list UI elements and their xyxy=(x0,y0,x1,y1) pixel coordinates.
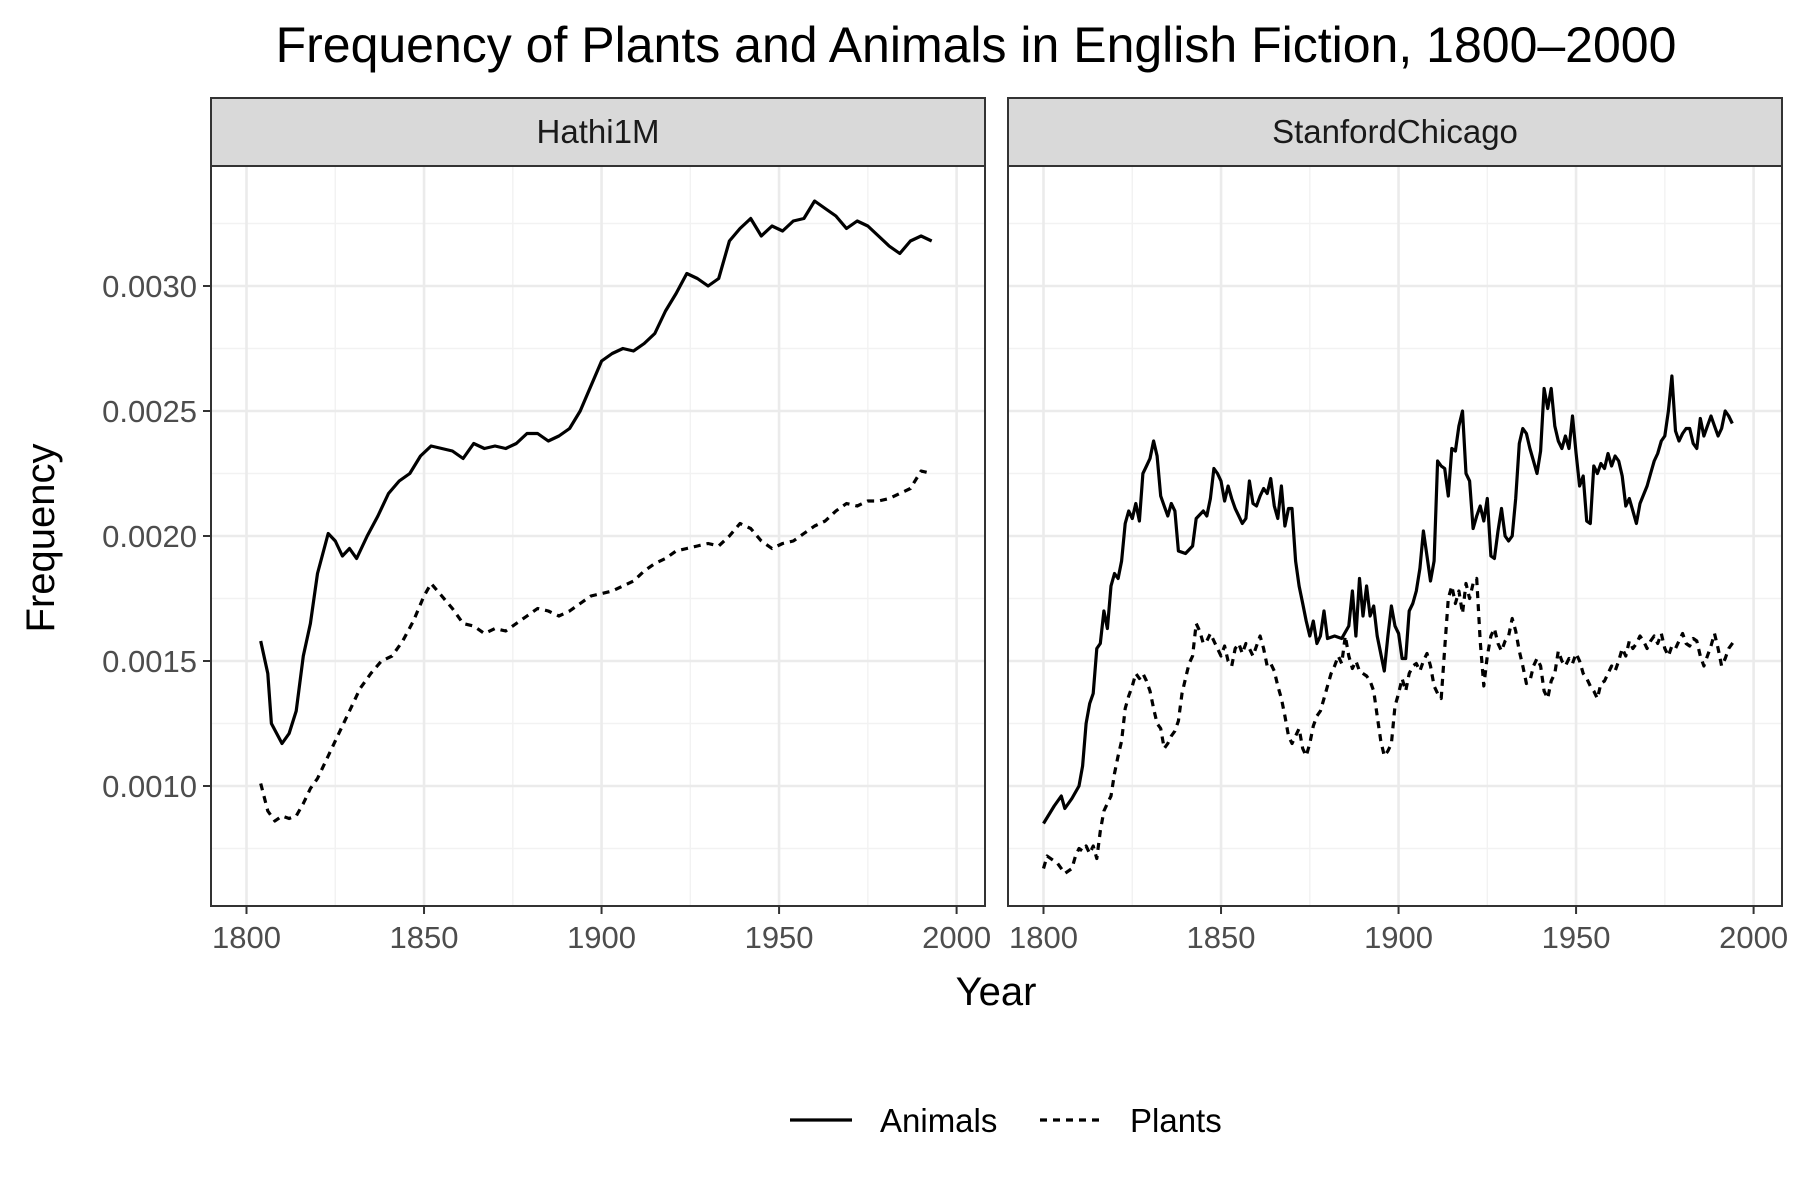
facet-panels: Hathi1M 1800 1850 1900 1950 2000 0.0010 0.0015 0… xyxy=(102,97,1788,955)
panel-hathi1m: Hathi1M 1800 1850 1900 1950 2000 0.0010 0.0015 0… xyxy=(102,97,991,955)
y-tick-label: 0.0020 xyxy=(102,519,197,554)
x-tick-label: 1950 xyxy=(1542,920,1611,955)
panel-stanfordchicago: StanfordChicago 1800 1850 1900 1950 2000 xyxy=(1007,97,1788,955)
series-line-plants-hathi1m xyxy=(259,469,933,823)
legend: Animals Plants xyxy=(790,1102,1222,1139)
x-tick-label: 1800 xyxy=(1009,920,1078,955)
facet-strip-label: StanfordChicago xyxy=(1272,113,1518,150)
series-line-animals-hathi1m xyxy=(259,199,933,746)
x-tick-label: 1850 xyxy=(1187,920,1256,955)
series-line-plants-stanfordchicago xyxy=(1041,576,1738,876)
facet-strip xyxy=(210,97,986,167)
x-axis-title: Year xyxy=(956,970,1037,1014)
x-tick-label: 1900 xyxy=(1364,920,1433,955)
x-tick-label: 1850 xyxy=(390,920,459,955)
y-tick-label: 0.0030 xyxy=(102,269,197,304)
chart-title: Frequency of Plants and Animals in Engli… xyxy=(276,17,1677,73)
legend-item-animals: Animals xyxy=(790,1102,997,1139)
panel-border xyxy=(1007,165,1783,907)
x-tick-label: 1900 xyxy=(567,920,636,955)
gridlines xyxy=(1008,166,1782,906)
y-tick-label: 0.0015 xyxy=(102,644,197,679)
series-line-animals-stanfordchicago xyxy=(1042,374,1734,825)
y-tick-label: 0.0025 xyxy=(102,394,197,429)
x-tick-label: 1950 xyxy=(745,920,814,955)
facet-strip-label: Hathi1M xyxy=(537,113,660,150)
x-tick-label: 2000 xyxy=(922,920,991,955)
legend-label-animals: Animals xyxy=(880,1102,997,1139)
y-tick-label: 0.0010 xyxy=(102,769,197,804)
legend-label-plants: Plants xyxy=(1130,1102,1222,1139)
x-tick-label: 2000 xyxy=(1719,920,1788,955)
x-tick-label: 1800 xyxy=(212,920,281,955)
legend-item-plants: Plants xyxy=(1040,1102,1222,1139)
y-axis-title: Frequency xyxy=(19,444,63,633)
